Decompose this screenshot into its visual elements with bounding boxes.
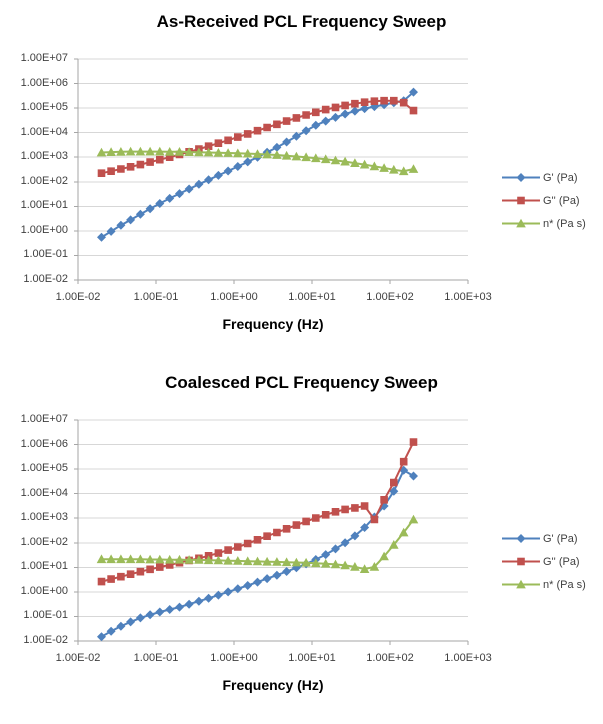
x-tick-label: 1.00E+01 [288,291,336,303]
x-tick-label: 1.00E+00 [210,652,258,664]
series-line-0 [101,468,415,638]
x-tick-label: 1.00E+03 [444,652,492,664]
legend-item-g-double-prime: G'' (Pa) [502,550,586,573]
y-tick-label: 1.00E+07 [20,52,68,64]
y-tick-label: 1.00E-01 [23,248,68,261]
legend-label-viscosity: n* (Pa s) [543,217,586,230]
x-tick-label: 1.00E+02 [366,652,414,664]
legend-item-g-prime: G' (Pa) [502,527,586,550]
chart-title: Coalesced PCL Frequency Sweep [165,373,438,392]
x-tick-label: 1.00E-02 [55,652,101,664]
chart-title: As-Received PCL Frequency Sweep [156,12,447,31]
g-double-prime-series-swatch-icon [502,196,540,205]
viscosity-series-swatch-icon [502,218,540,228]
x-axis-title: Frequency (Hz) [222,316,324,332]
y-tick-label: 1.00E+04 [20,486,68,499]
g-prime-series-swatch-icon [502,534,540,543]
legend-item-viscosity: n* (Pa s) [502,212,586,235]
y-tick-label: 1.00E+02 [20,535,68,548]
series-markers-1 [97,438,418,586]
y-tick-label: 1.00E-02 [23,634,68,646]
y-tick-label: 1.00E+06 [20,437,68,450]
y-tick-label: 1.00E+01 [20,199,68,212]
g-prime-series-swatch-icon [502,173,540,182]
legend-label-g-double-prime: G'' (Pa) [543,555,580,568]
legend-label-viscosity: n* (Pa s) [543,578,586,591]
x-axis-title: Frequency (Hz) [222,677,324,693]
x-tick-labels: 1.00E-02 1.00E-01 1.00E+00 1.00E+01 1.00E+02… [0,291,603,305]
y-tick-label: 1.00E+01 [20,560,68,573]
viscosity-series-swatch-icon [502,579,540,589]
x-tick-label: 1.00E+01 [288,652,336,664]
y-tick-label: 1.00E-01 [23,609,68,622]
y-tick-label: 1.00E+05 [20,101,68,114]
y-tick-label: 1.00E+06 [20,76,68,89]
y-tick-label: 1.00E+04 [20,125,68,138]
series-markers-2 [96,146,419,176]
legend: G' (Pa) G'' (Pa) n* (Pa s) [502,166,586,235]
x-tick-label: 1.00E-01 [133,652,179,664]
legend: G' (Pa) G'' (Pa) n* (Pa s) [502,527,586,596]
legend-item-g-prime: G' (Pa) [502,166,586,189]
series-markers-2 [96,514,419,573]
chart-coalesced: Coalesced PCL Frequency Sweep 1.00E+07 1.… [0,361,603,723]
x-tick-label: 1.00E+03 [444,291,492,303]
legend-label-g-double-prime: G'' (Pa) [543,194,580,207]
legend-item-viscosity: n* (Pa s) [502,573,586,596]
chart-as-received: As-Received PCL Frequency Sweep 1.00E+07… [0,12,603,332]
y-tick-labels: 1.00E+07 1.00E+06 1.00E+05 1.00E+04 1.00E+03… [0,52,68,289]
x-tick-label: 1.00E+00 [210,291,258,303]
y-tick-label: 1.00E+03 [20,150,68,163]
series-markers-1 [97,96,418,177]
legend-label-g-prime: G' (Pa) [543,171,578,184]
y-tick-labels: 1.00E+07 1.00E+06 1.00E+05 1.00E+04 1.00E+03… [0,413,68,650]
legend-label-g-prime: G' (Pa) [543,532,578,545]
x-tick-labels: 1.00E-02 1.00E-01 1.00E+00 1.00E+01 1.00E+02… [0,652,603,666]
g-double-prime-series-swatch-icon [502,557,540,566]
plot-area [74,419,469,645]
y-tick-label: 1.00E+00 [20,223,68,236]
x-tick-label: 1.00E+02 [366,291,414,303]
plot-area [74,58,469,284]
legend-item-g-double-prime: G'' (Pa) [502,189,586,212]
y-tick-label: 1.00E+02 [20,174,68,187]
y-tick-label: 1.00E+07 [20,413,68,425]
series-markers-0 [97,465,418,642]
y-tick-label: 1.00E-02 [23,273,68,285]
y-tick-label: 1.00E+05 [20,462,68,475]
y-tick-label: 1.00E+03 [20,511,68,524]
x-tick-label: 1.00E-02 [55,291,101,303]
x-tick-label: 1.00E-01 [133,291,179,303]
y-tick-label: 1.00E+00 [20,584,68,597]
